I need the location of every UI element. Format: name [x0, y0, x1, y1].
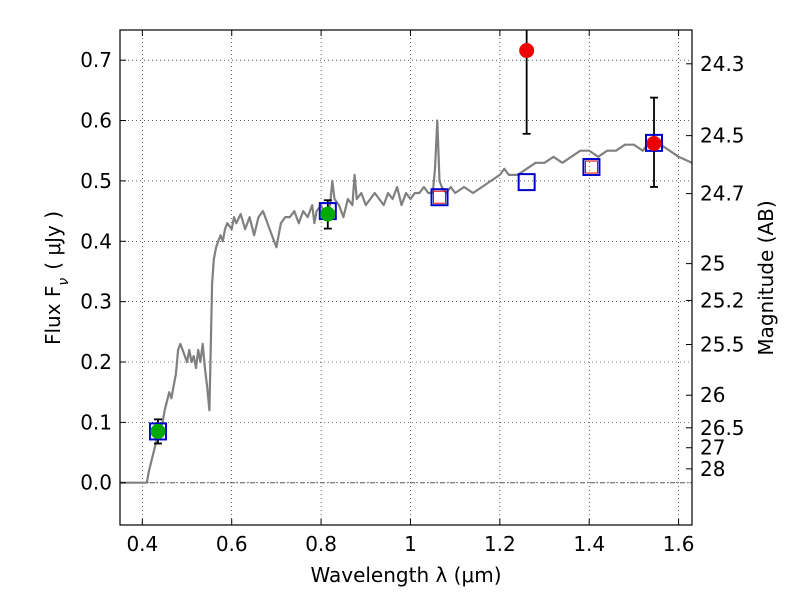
plot-area: [120, 30, 692, 484]
x-axis-ticks: 0.4 0.6 0.8 1 1.2 1.4 1.6: [126, 30, 695, 556]
y-tick-label: 0.3: [80, 290, 112, 314]
y2-axis-label-group: Magnitude (AB): [754, 200, 778, 355]
y-tick-label: 0.4: [80, 229, 112, 253]
y-axis-label-subscript: ν: [56, 278, 72, 286]
x-tick-label: 0.8: [305, 532, 337, 556]
magnitude-tick-label: 25: [700, 252, 725, 276]
y-tick-label: 0.2: [80, 350, 112, 374]
x-tick-label: 0.4: [126, 532, 158, 556]
observed-flux-point: [150, 423, 166, 439]
x-axis-label: Wavelength λ (μm): [310, 563, 501, 587]
y-tick-label: 0.0: [80, 471, 112, 495]
y-tick-label: 0.6: [80, 109, 112, 133]
model-photometry-square: [430, 188, 449, 207]
observed-flux-point: [519, 43, 535, 59]
y-axis-ticks: 0.0 0.1 0.2 0.3 0.4 0.5 0.6 0.7: [80, 48, 126, 495]
y-tick-label: 0.1: [80, 410, 112, 434]
magnitude-tick-label: 28: [700, 457, 725, 481]
model-photometry-square: [148, 422, 167, 441]
x-tick-label: 1.6: [663, 532, 695, 556]
y-axis-label-group: Flux Fν ( μJy ): [41, 211, 72, 345]
magnitude-tick-label: 25.2: [700, 288, 745, 312]
magnitude-tick-label: 24.3: [700, 52, 745, 76]
observed-flux-point: [320, 206, 336, 222]
magnitude-axis-label: Magnitude (AB): [754, 200, 778, 355]
x-tick-label: 1.4: [573, 532, 605, 556]
predicted-flux-square: [584, 160, 598, 174]
x-tick-label: 0.6: [216, 532, 248, 556]
model-photometry-square: [517, 173, 536, 192]
magnitude-tick-label: 24.5: [700, 124, 745, 148]
predicted-flux-square: [433, 190, 447, 204]
x-tick-label: 1: [404, 532, 417, 556]
magnitude-tick-label: 26.5: [700, 416, 745, 440]
magnitude-tick-label: 24.7: [700, 182, 745, 206]
magnitude-tick-label: 25.5: [700, 333, 745, 357]
y-axis-label-text: Flux F: [41, 286, 65, 345]
y-tick-label: 0.7: [80, 48, 112, 72]
grid-lines: [120, 30, 692, 525]
x-tick-label: 1.2: [484, 532, 516, 556]
y-axis-label-unit: ( μJy ): [41, 211, 65, 270]
y-tick-label: 0.5: [80, 169, 112, 193]
axes-frame: [119, 29, 693, 526]
model-photometry-square: [582, 158, 601, 177]
magnitude-tick-label: 26: [700, 383, 725, 407]
magnitude-tick-label: 27: [700, 436, 725, 460]
y-axis-label: Flux Fν ( μJy ): [41, 211, 72, 345]
observed-flux-point: [646, 135, 662, 151]
